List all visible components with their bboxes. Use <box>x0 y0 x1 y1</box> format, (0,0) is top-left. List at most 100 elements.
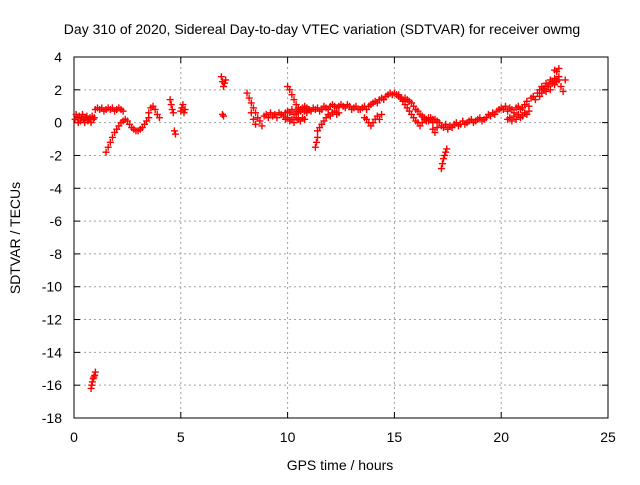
data-point <box>168 106 176 114</box>
y-tick-label: -8 <box>50 246 63 262</box>
data-point <box>288 106 296 114</box>
data-point <box>177 107 185 115</box>
data-point <box>222 76 230 84</box>
data-point <box>247 109 255 117</box>
data-point <box>104 143 112 151</box>
data-point <box>523 97 531 105</box>
data-point <box>106 138 114 146</box>
y-tick-label: -6 <box>50 213 63 229</box>
data-point <box>81 119 89 127</box>
data-point <box>525 107 533 115</box>
data-point <box>301 115 309 123</box>
data-point <box>561 76 569 84</box>
data-point <box>108 133 116 141</box>
x-tick-label: 0 <box>70 429 78 445</box>
x-tick-label: 15 <box>387 429 403 445</box>
data-point <box>438 160 446 168</box>
data-point <box>311 143 319 151</box>
data-point <box>442 120 450 128</box>
y-tick-label: 2 <box>54 82 62 98</box>
data-point <box>145 109 153 117</box>
data-point <box>290 119 298 127</box>
data-point <box>273 114 281 122</box>
y-axis-label: SDTVAR / TECUs <box>7 182 23 294</box>
data-point <box>79 110 87 118</box>
data-point <box>247 99 255 107</box>
x-tick-label: 10 <box>280 429 296 445</box>
grid-layer <box>74 57 608 418</box>
data-point <box>91 368 99 376</box>
data-point <box>180 109 188 117</box>
data-series-sdtvar <box>71 64 569 392</box>
data-point <box>167 101 175 109</box>
data-point <box>555 64 563 72</box>
data-point <box>155 114 163 122</box>
data-point <box>264 114 272 122</box>
x-tick-labels: 0 5 10 15 20 25 <box>70 429 616 445</box>
data-point <box>501 102 509 110</box>
data-point <box>312 138 320 146</box>
data-point <box>512 115 520 123</box>
y-tick-label: -14 <box>42 344 62 360</box>
data-point <box>243 89 251 97</box>
y-tick-label: 4 <box>54 49 62 65</box>
data-point <box>249 104 257 112</box>
data-point <box>288 91 296 99</box>
data-point <box>375 115 383 123</box>
x-tick-label: 5 <box>177 429 185 445</box>
data-point <box>443 145 451 153</box>
data-point <box>378 110 386 118</box>
data-point <box>245 94 253 102</box>
x-axis-label: GPS time / hours <box>287 457 394 473</box>
data-point <box>181 106 189 114</box>
data-point <box>314 133 322 141</box>
data-point <box>90 114 98 122</box>
data-point <box>171 130 179 138</box>
data-point <box>151 106 159 114</box>
data-point <box>531 96 539 104</box>
data-point <box>290 96 298 104</box>
y-tick-label: -12 <box>42 312 62 328</box>
y-tick-label: -18 <box>42 410 62 426</box>
data-point <box>256 117 264 125</box>
data-point <box>166 96 174 104</box>
data-point <box>179 101 187 109</box>
data-point <box>217 73 225 81</box>
data-point <box>88 378 96 386</box>
data-point <box>169 109 177 117</box>
data-point <box>221 79 229 87</box>
data-point <box>546 86 554 94</box>
data-point <box>441 151 449 159</box>
data-point <box>559 87 567 95</box>
y-tick-label: -4 <box>50 180 63 196</box>
data-point <box>431 128 439 136</box>
data-point <box>557 83 565 91</box>
x-tick-label: 25 <box>600 429 616 445</box>
data-point <box>542 87 550 95</box>
data-point <box>220 83 228 91</box>
plot-frame <box>73 56 609 419</box>
data-point <box>442 148 450 156</box>
chart-title: Day 310 of 2020, Sidereal Day-to-day VTE… <box>64 21 580 37</box>
y-tick-label: 0 <box>54 115 62 131</box>
data-point <box>437 165 445 173</box>
data-point <box>90 373 98 381</box>
x-tick-label: 20 <box>493 429 509 445</box>
data-point <box>102 148 110 156</box>
y-tick-label: -10 <box>42 279 62 295</box>
y-tick-labels: -18 -16 -14 -12 -10 -8 -6 -4 -2 0 2 4 <box>42 49 62 426</box>
data-point <box>258 122 266 130</box>
data-point <box>508 117 516 125</box>
data-point <box>220 112 228 120</box>
y-tick-label: -16 <box>42 377 62 393</box>
data-point <box>218 110 226 118</box>
data-point <box>335 109 343 117</box>
y-tick-label: -2 <box>50 147 63 163</box>
data-point <box>170 127 178 135</box>
data-point <box>249 115 257 123</box>
data-point <box>286 86 294 94</box>
data-point <box>440 155 448 163</box>
data-point <box>555 76 563 84</box>
